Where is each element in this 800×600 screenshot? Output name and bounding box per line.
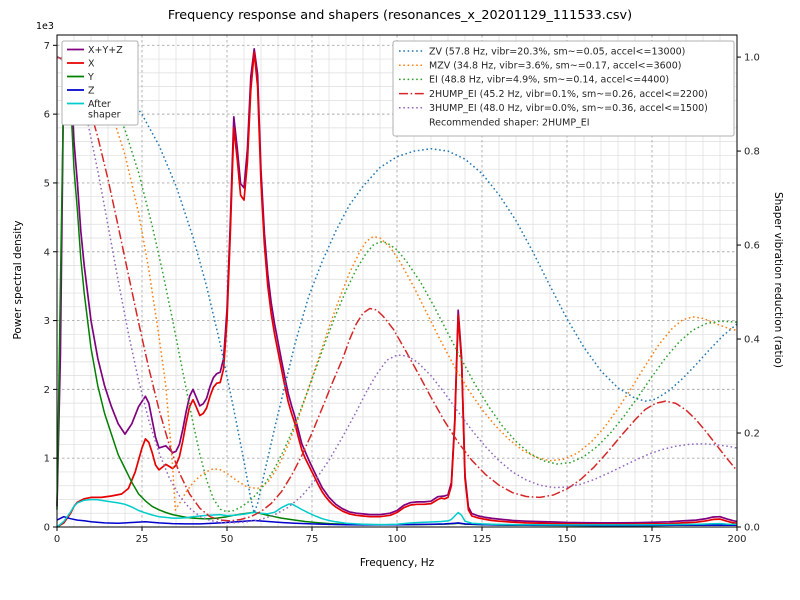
series-zv bbox=[56, 56, 738, 514]
x-tick-label: 150 bbox=[557, 534, 576, 545]
y-left-tick-label: 0 bbox=[44, 523, 50, 534]
series-ei bbox=[56, 56, 738, 513]
legend-label: ZV (57.8 Hz, vibr=20.3%, sm~=0.05, accel… bbox=[429, 46, 685, 57]
series-x bbox=[56, 51, 738, 528]
legend-label: EI (48.8 Hz, vibr=4.9%, sm~=0.14, accel<… bbox=[429, 75, 669, 86]
legend-label: MZV (34.8 Hz, vibr=3.6%, sm~=0.17, accel… bbox=[429, 61, 681, 72]
y-right-tick-label: 1.0 bbox=[744, 53, 760, 64]
y-left-tick-label: 7 bbox=[44, 41, 50, 52]
y-ticks-left: 0 1 2 3 4 5 6 7 bbox=[44, 41, 57, 534]
series-x-y-z bbox=[56, 47, 738, 524]
y-right-tick-label: 0.0 bbox=[744, 523, 760, 534]
y-left-tick-label: 6 bbox=[44, 110, 50, 121]
y-right-tick-label: 0.4 bbox=[744, 335, 760, 346]
x-tick-label: 0 bbox=[54, 534, 60, 545]
legend-label: 2HUMP_EI (45.2 Hz, vibr=0.1%, sm~=0.26, … bbox=[429, 89, 708, 100]
legend-label: shaper bbox=[88, 110, 121, 121]
y-right-tick-label: 0.6 bbox=[744, 241, 760, 252]
legend-label: After bbox=[88, 99, 111, 110]
legend-label: X+Y+Z bbox=[88, 45, 123, 56]
x-tick-label: 200 bbox=[727, 534, 746, 545]
series-after-shaper bbox=[56, 498, 738, 528]
y-left-tick-label: 3 bbox=[44, 316, 50, 327]
y-left-tick-label: 5 bbox=[44, 178, 50, 189]
legend-frame bbox=[392, 40, 735, 137]
x-tick-label: 75 bbox=[306, 534, 319, 545]
x-tick-label: 50 bbox=[221, 534, 234, 545]
shaper-series bbox=[56, 56, 738, 524]
y-left-tick-label: 2 bbox=[44, 385, 50, 396]
y-ticks-right: 0.0 0.2 0.4 0.6 0.8 1.0 bbox=[737, 53, 760, 534]
recommended-shaper-label: Recommended shaper: 2HUMP_EI bbox=[429, 117, 590, 128]
legend-label: Y bbox=[87, 72, 94, 83]
x-tick-label: 175 bbox=[642, 534, 661, 545]
x-tick-label: 125 bbox=[472, 534, 491, 545]
y-left-tick-label: 1 bbox=[44, 454, 50, 465]
y-right-tick-label: 0.2 bbox=[744, 429, 760, 440]
series-2hump_ei bbox=[56, 56, 738, 522]
x-tick-label: 100 bbox=[387, 534, 406, 545]
legend-label: 3HUMP_EI (48.0 Hz, vibr=0.0%, sm~=0.36, … bbox=[429, 103, 708, 114]
x-ticks: 0 25 50 75 100 125 150 175 200 bbox=[54, 527, 747, 545]
legend-shapers: ZV (57.8 Hz, vibr=20.3%, sm~=0.05, accel… bbox=[392, 40, 735, 137]
legend-label: Z bbox=[88, 86, 95, 97]
legend-label: X bbox=[88, 59, 95, 70]
x-tick-label: 25 bbox=[136, 534, 149, 545]
series-mzv bbox=[56, 56, 738, 511]
y-left-tick-label: 4 bbox=[44, 247, 50, 258]
y-right-tick-label: 0.8 bbox=[744, 147, 760, 158]
